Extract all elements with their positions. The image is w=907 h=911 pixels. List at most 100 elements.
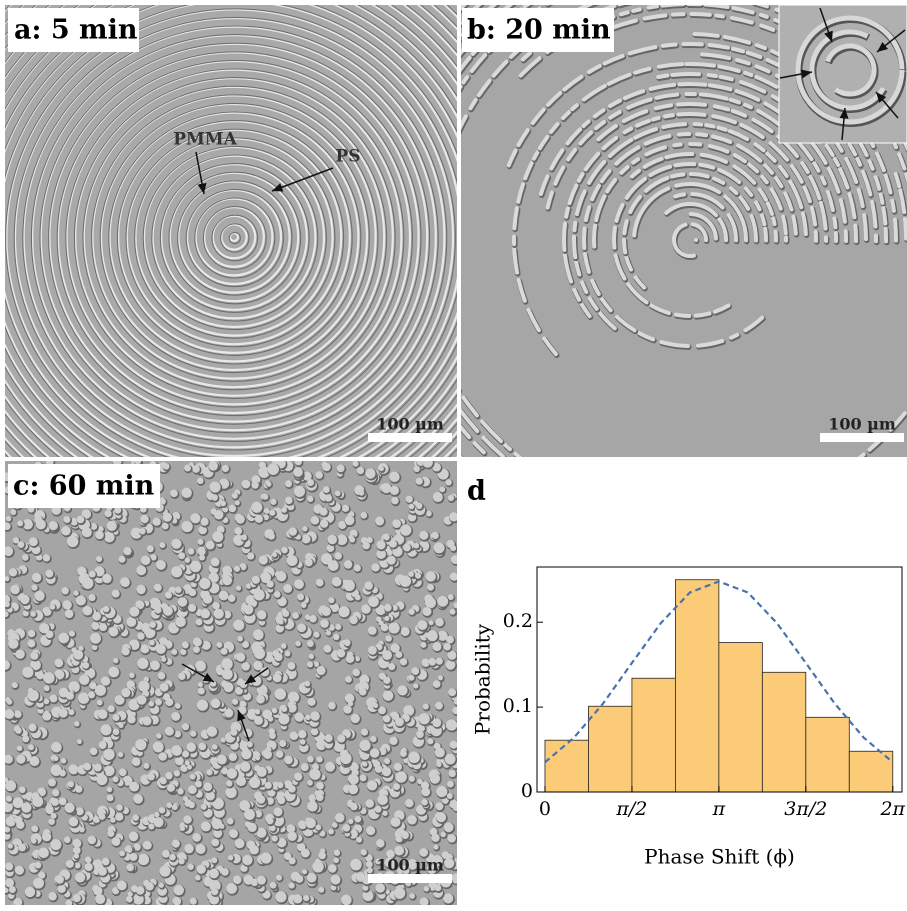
droplet — [413, 683, 419, 689]
ring-shadow — [211, 214, 259, 262]
droplet — [48, 891, 57, 901]
droplet — [436, 785, 448, 798]
droplet — [421, 787, 431, 797]
droplet — [221, 464, 230, 473]
droplet — [316, 665, 326, 676]
droplet — [282, 609, 290, 618]
droplet — [15, 649, 25, 659]
droplet — [54, 669, 65, 680]
droplet — [298, 730, 307, 739]
fragment — [489, 456, 492, 457]
droplet — [362, 761, 368, 767]
droplet — [8, 568, 18, 577]
fragment — [624, 255, 633, 272]
fragment-shadow — [785, 497, 794, 500]
droplet — [195, 660, 206, 672]
droplet — [82, 661, 90, 669]
fragment — [613, 253, 627, 281]
fragment — [493, 500, 502, 507]
droplet — [349, 615, 358, 625]
droplet — [452, 803, 457, 812]
droplet — [74, 721, 80, 727]
droplet — [449, 740, 457, 749]
fragment — [612, 225, 617, 250]
droplet — [106, 520, 117, 532]
droplet — [247, 741, 253, 748]
fragment — [676, 132, 692, 137]
droplet — [320, 619, 329, 628]
fragment — [853, 223, 858, 244]
droplet — [310, 516, 320, 525]
droplet — [178, 672, 186, 680]
droplet — [212, 531, 224, 543]
droplet — [149, 621, 156, 628]
droplet — [380, 623, 389, 632]
droplet — [190, 730, 197, 737]
droplet — [88, 570, 96, 578]
droplet — [362, 541, 370, 550]
droplet — [313, 661, 320, 667]
droplet — [41, 832, 52, 842]
droplet — [81, 527, 92, 538]
droplet — [432, 680, 441, 688]
droplet — [266, 580, 274, 588]
droplet — [196, 477, 204, 485]
droplet — [319, 507, 328, 516]
fragment — [654, 92, 680, 100]
ring — [211, 214, 257, 260]
droplet — [133, 843, 141, 851]
fragment — [534, 491, 554, 502]
fragment-shadow — [517, 517, 531, 525]
droplet — [147, 772, 155, 781]
droplet — [18, 786, 26, 794]
droplet — [58, 797, 67, 806]
fragment — [622, 126, 634, 135]
droplet — [34, 590, 45, 601]
ring-shadow — [73, 77, 396, 399]
fragment — [545, 91, 563, 107]
fragment — [826, 166, 841, 194]
droplet — [239, 700, 247, 708]
fragment — [553, 165, 566, 186]
fragment — [676, 112, 707, 117]
fragment — [890, 198, 896, 213]
droplet — [126, 616, 137, 627]
fragment — [564, 206, 571, 219]
droplet — [104, 509, 112, 518]
droplet — [256, 766, 267, 777]
droplet — [399, 750, 407, 758]
droplet — [73, 590, 79, 596]
droplet — [91, 621, 100, 630]
droplet — [369, 748, 380, 758]
fragment — [704, 123, 716, 129]
fragment — [512, 247, 520, 275]
fragment-shadow — [513, 478, 529, 489]
droplet — [84, 862, 93, 872]
droplet — [131, 757, 141, 766]
droplet — [181, 723, 190, 731]
fragment-shadow — [760, 553, 787, 560]
droplet — [43, 698, 50, 705]
droplet — [91, 644, 98, 651]
droplet — [155, 643, 166, 654]
droplet — [233, 875, 242, 884]
fragment — [596, 123, 618, 142]
droplet — [336, 648, 346, 658]
droplet — [22, 610, 29, 617]
droplet — [327, 534, 338, 545]
fragment-shadow — [606, 556, 619, 559]
ring-shadow — [108, 111, 362, 365]
droplet — [297, 593, 305, 601]
droplet — [192, 637, 202, 647]
ring-shadow — [91, 94, 379, 382]
droplet — [271, 707, 278, 714]
droplet — [263, 507, 270, 514]
fragment — [570, 103, 579, 112]
fragment — [592, 223, 598, 249]
droplet — [271, 551, 278, 558]
fragment — [614, 202, 625, 223]
droplet — [198, 742, 207, 751]
fragment-shadow — [838, 522, 856, 532]
fragment — [690, 192, 725, 210]
droplet — [64, 802, 75, 813]
